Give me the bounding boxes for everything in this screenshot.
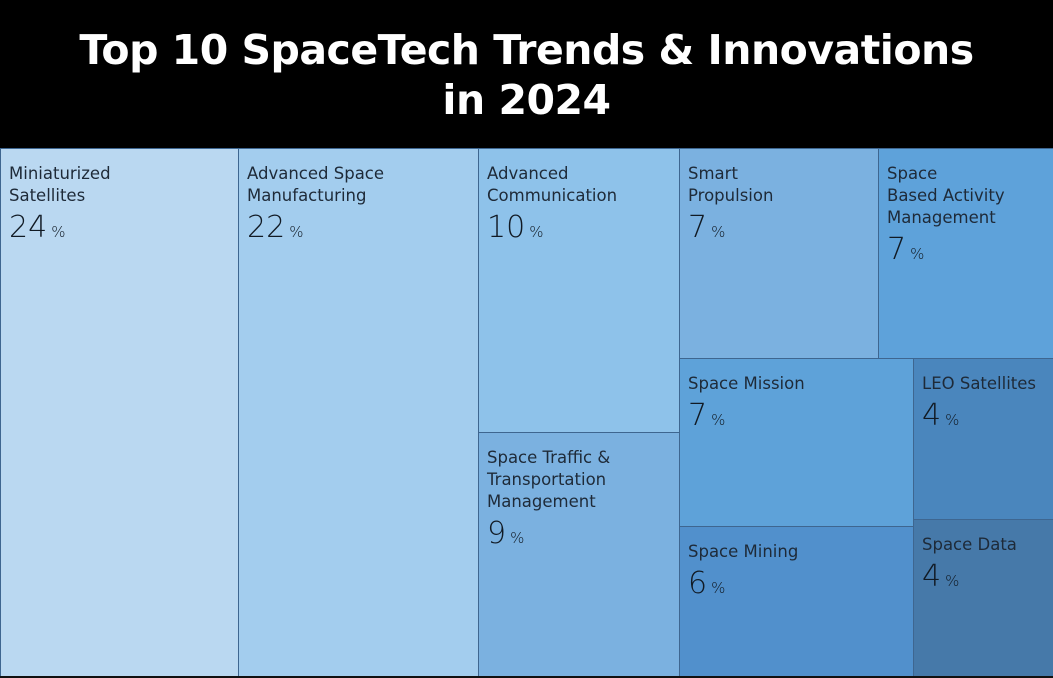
treemap-tile-space-data: Space Data 4% [913, 519, 1053, 677]
tile-value-unit: % [945, 411, 960, 429]
tile-value: 7% [688, 397, 909, 439]
tile-value: 24% [9, 209, 234, 251]
treemap-tile-space-traffic-and-transportation-management: Space Traffic & Transportation Managemen… [478, 432, 680, 677]
tile-label: Advanced Space Manufacturing 22% [247, 163, 474, 251]
tile-name: Space Traffic & Transportation Managemen… [487, 448, 611, 511]
tile-label: Space Data 4% [922, 534, 1049, 600]
tile-value-number: 10 [487, 210, 526, 245]
title-bar: Top 10 SpaceTech Trends & Innovations in… [0, 0, 1053, 148]
treemap-tile-space-mining: Space Mining 6% [679, 526, 914, 677]
tile-name: Space Data [922, 535, 1017, 554]
treemap-tile-advanced-space-manufacturing: Advanced Space Manufacturing 22% [238, 148, 479, 677]
tile-name: Space Based Activity Management [887, 164, 1005, 227]
tile-label: Advanced Communication 10% [487, 163, 675, 251]
tile-value-unit: % [711, 579, 726, 597]
tile-value-number: 6 [688, 566, 708, 601]
tile-value-unit: % [51, 223, 66, 241]
tile-value-unit: % [510, 529, 525, 547]
tile-value-number: 9 [487, 516, 507, 551]
tile-value: 22% [247, 209, 474, 251]
tile-value: 4% [922, 397, 1049, 439]
tile-label: Space Based Activity Management 7% [887, 163, 1049, 273]
tile-value-number: 4 [922, 398, 942, 433]
treemap-tile-advanced-communication: Advanced Communication 10% [478, 148, 680, 433]
chart-title: Top 10 SpaceTech Trends & Innovations in… [79, 25, 974, 125]
tile-value-unit: % [910, 245, 925, 263]
tile-value-number: 24 [9, 210, 48, 245]
tile-label: LEO Satellites 4% [922, 373, 1049, 439]
tile-name: Advanced Communication [487, 164, 618, 205]
tile-value: 6% [688, 565, 909, 607]
treemap-tile-smart-propulsion: Smart Propulsion 7% [679, 148, 879, 359]
tile-label: Space Traffic & Transportation Managemen… [487, 447, 675, 557]
tile-value-number: 7 [688, 398, 708, 433]
tile-value: 4% [922, 558, 1049, 600]
tile-label: Smart Propulsion 7% [688, 163, 874, 251]
tile-name: Advanced Space Manufacturing [247, 164, 385, 205]
bottom-border [0, 676, 1053, 678]
treemap-tile-leo-satellites: LEO Satellites 4% [913, 358, 1053, 520]
tile-label: Miniaturized Satellites 24% [9, 163, 234, 251]
tile-value-number: 4 [922, 559, 942, 594]
tile-name: Space Mission [688, 374, 805, 393]
tile-value: 10% [487, 209, 675, 251]
tile-name: Smart Propulsion [688, 164, 774, 205]
chart-title-line-1: Top 10 SpaceTech Trends & Innovations [79, 26, 974, 74]
tile-value-unit: % [289, 223, 304, 241]
tile-name: Space Mining [688, 542, 799, 561]
tile-value-number: 22 [247, 210, 286, 245]
tile-value: 9% [487, 515, 675, 557]
tile-label: Space Mission 7% [688, 373, 909, 439]
treemap-tile-miniaturized-satellites: Miniaturized Satellites 24% [0, 148, 239, 677]
tile-label: Space Mining 6% [688, 541, 909, 607]
tile-value-number: 7 [688, 210, 708, 245]
tile-value-unit: % [945, 572, 960, 590]
chart-title-line-2: in 2024 [442, 76, 611, 124]
treemap-tile-space-mission: Space Mission 7% [679, 358, 914, 527]
tile-value: 7% [688, 209, 874, 251]
treemap: Miniaturized Satellites 24% Advanced Space… [0, 148, 1053, 677]
treemap-tile-space-based-activity-management: Space Based Activity Management 7% [878, 148, 1053, 359]
tile-value-unit: % [711, 411, 726, 429]
tile-value-number: 7 [887, 232, 907, 267]
tile-value-unit: % [711, 223, 726, 241]
tile-value: 7% [887, 231, 1049, 273]
tile-name: Miniaturized Satellites [9, 164, 111, 205]
tile-value-unit: % [529, 223, 544, 241]
tile-name: LEO Satellites [922, 374, 1037, 393]
